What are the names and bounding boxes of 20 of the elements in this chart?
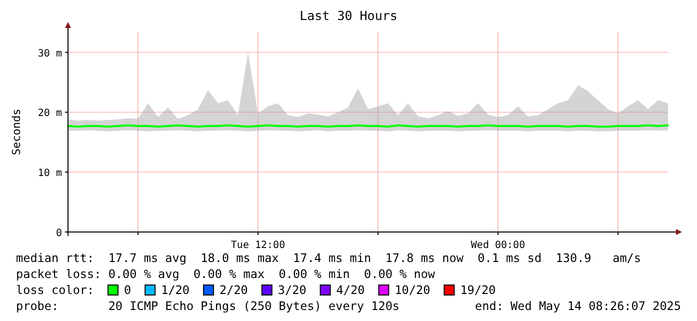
legend-label: 1/20 bbox=[161, 283, 190, 297]
legend-label: 3/20 bbox=[278, 283, 306, 297]
legend-label: 2/20 bbox=[220, 283, 248, 297]
x-tick-label: Tue 12:00 bbox=[230, 240, 286, 251]
y-tick-label: 20 m bbox=[38, 108, 62, 120]
chart-title: Last 30 Hours bbox=[300, 8, 398, 23]
text: median rtt: 17.7 ms avg 18.0 ms max 17.4 ms min 17.8 ms now 0.1 ms sd 130.9 am/s bbox=[16, 251, 642, 265]
y-axis-title: Seconds bbox=[10, 108, 23, 156]
legend-label: 19/20 bbox=[460, 283, 496, 297]
y-tick-label: 10 m bbox=[38, 168, 62, 180]
text: end: Wed May 14 08:26:07 2025 bbox=[475, 299, 681, 313]
y-tick-label: 0 bbox=[56, 228, 62, 239]
legend-title: loss color: bbox=[16, 283, 94, 297]
legend-label: 0 bbox=[124, 283, 132, 297]
text: packet loss: 0.00 % avg 0.00 % max 0.00 % min 0.00 % now bbox=[16, 267, 436, 281]
text: probe: 20 ICMP Echo Pings (250 Bytes) every 120s bbox=[16, 299, 400, 313]
y-tick-label: 30 m bbox=[38, 48, 62, 60]
x-tick-label: Wed 00:00 bbox=[470, 240, 526, 251]
legend-label: 4/20 bbox=[336, 283, 365, 297]
legend-label: 10/20 bbox=[394, 283, 430, 297]
